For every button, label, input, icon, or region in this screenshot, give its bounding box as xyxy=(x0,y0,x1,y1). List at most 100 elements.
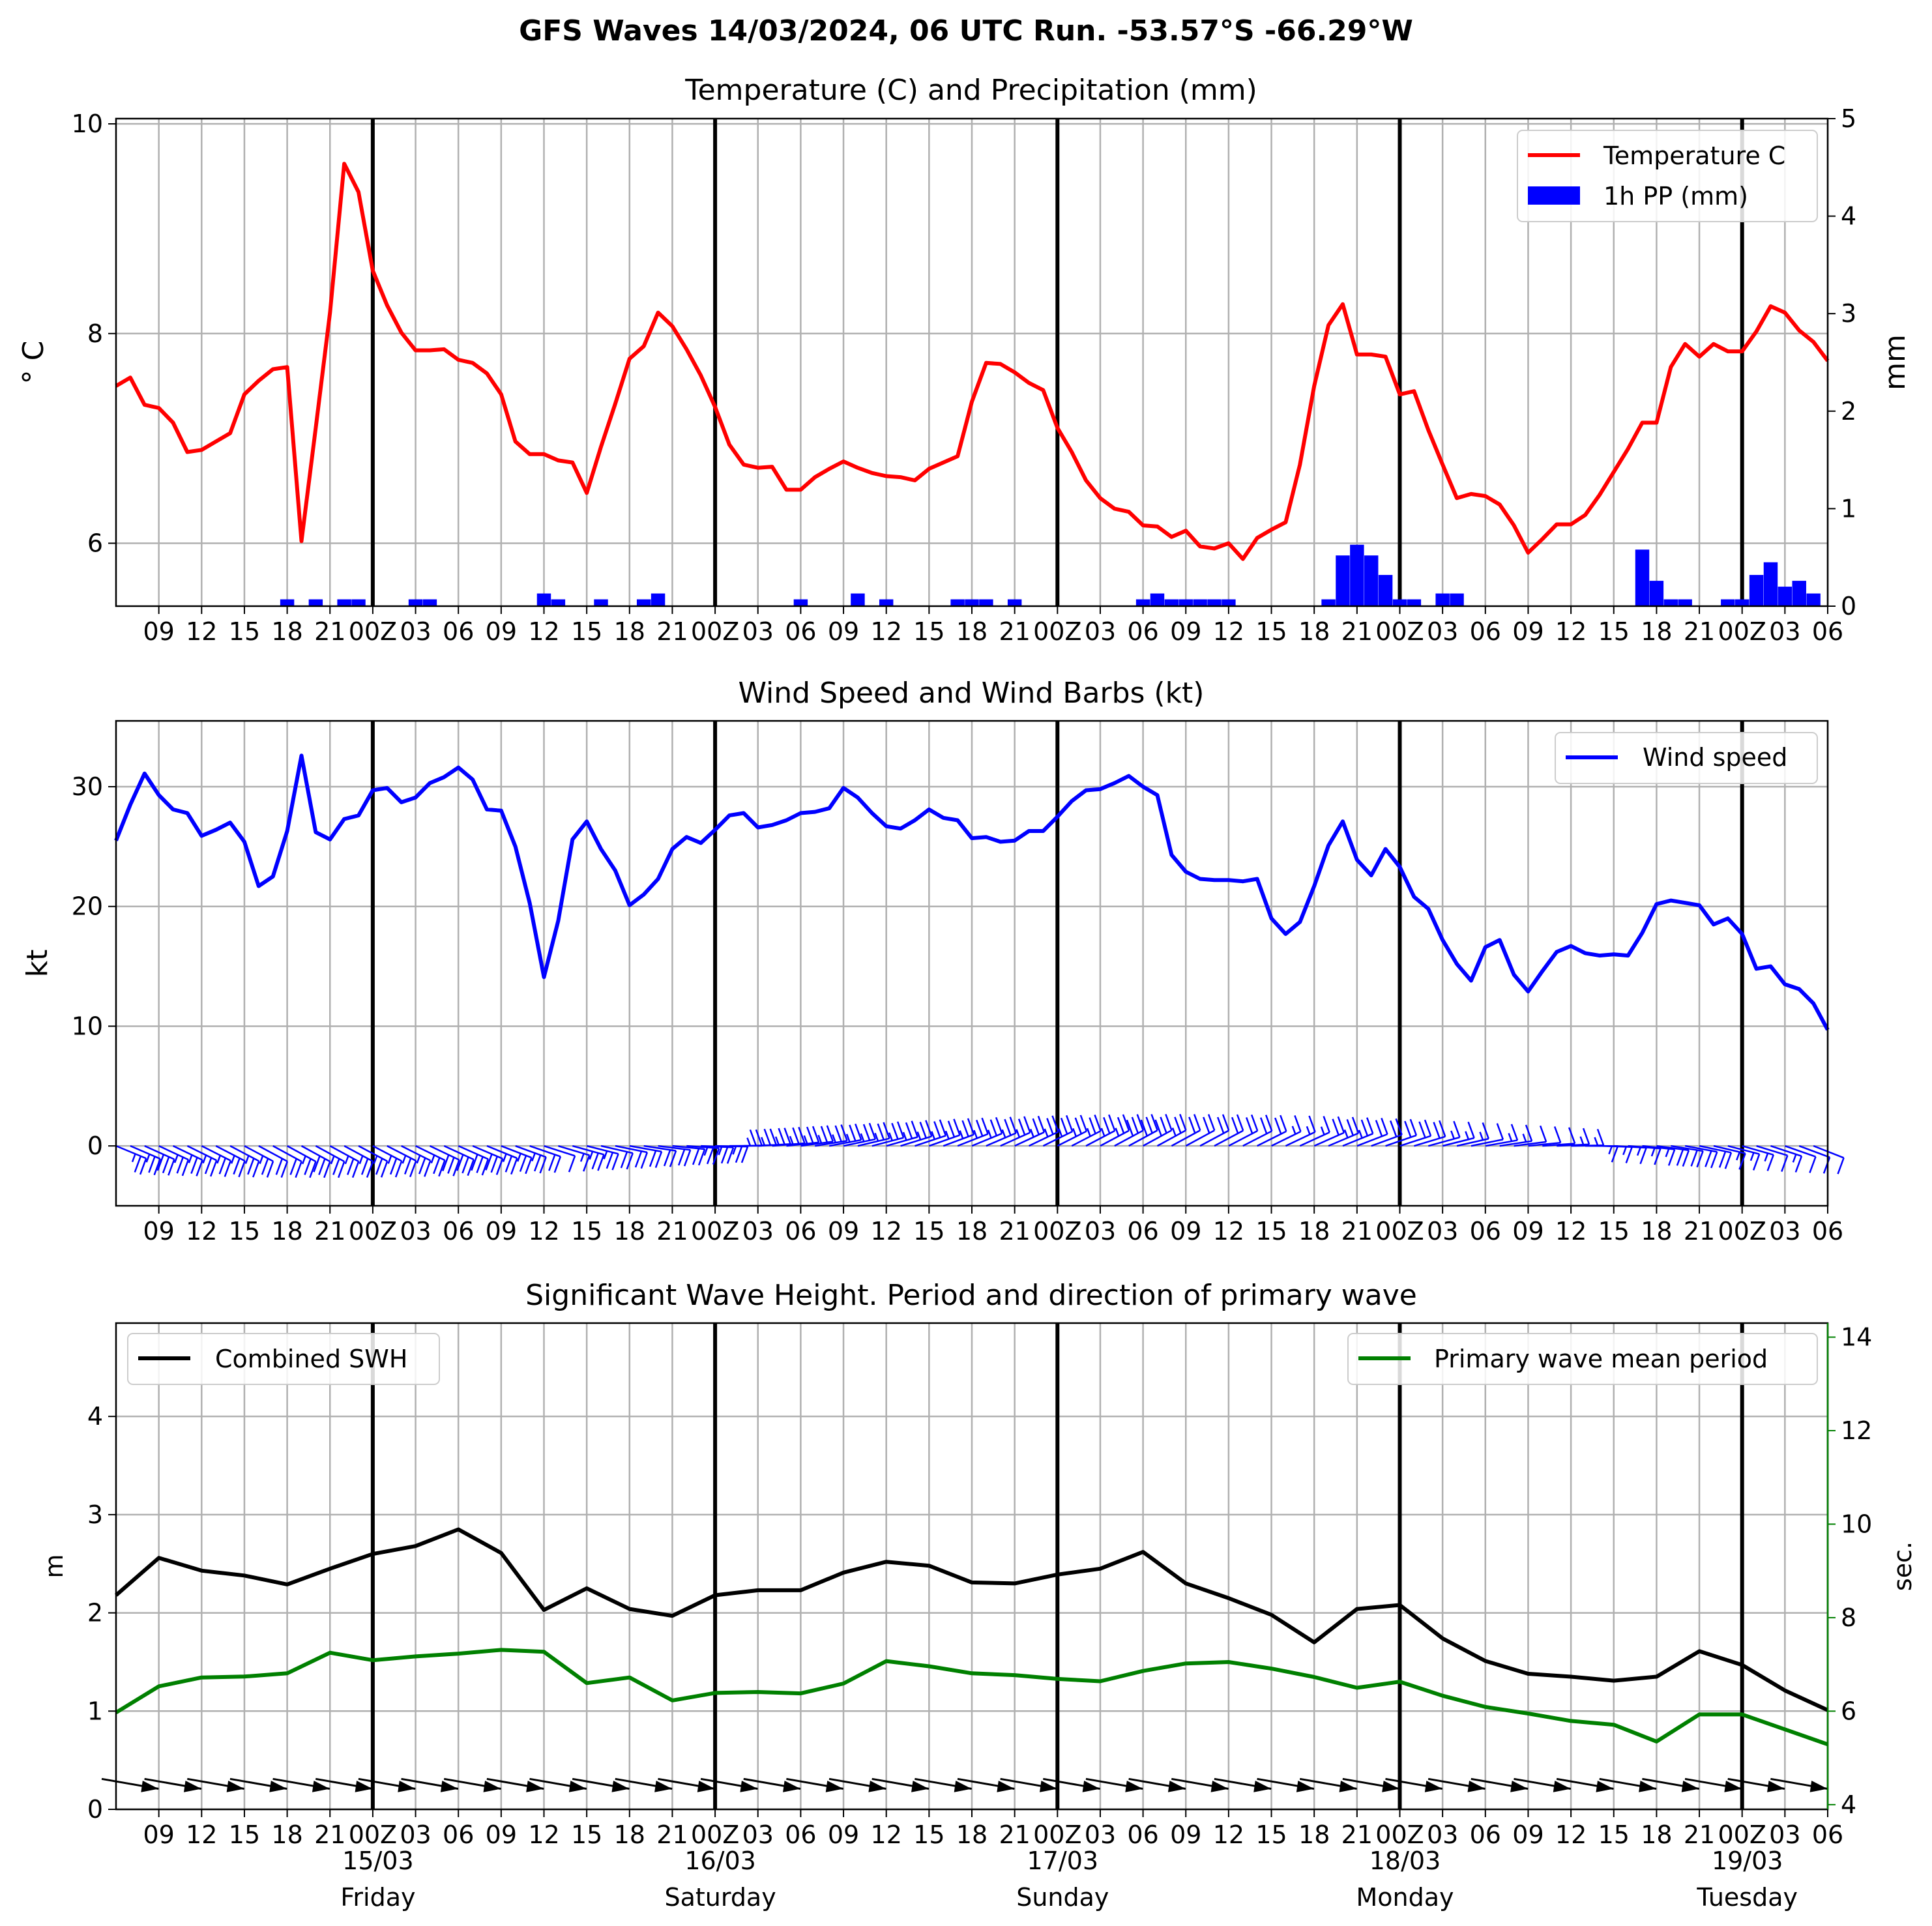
precip-bar xyxy=(1321,599,1336,606)
wind-barb-flag xyxy=(778,1128,785,1145)
wind-barb-flag xyxy=(1639,1147,1647,1165)
wind-barb-flag xyxy=(1037,1115,1046,1133)
wind-barb-flag xyxy=(1094,1115,1102,1131)
x-tick-label: 03 xyxy=(742,1217,774,1246)
y-tick-label: 0 xyxy=(87,1795,103,1824)
x-tick-label: 00Z xyxy=(1718,617,1766,646)
x-tick-label: 06 xyxy=(785,617,816,646)
wind-barb-flag xyxy=(783,1128,791,1145)
precip-bar xyxy=(1763,562,1778,606)
precip-bar xyxy=(793,599,808,606)
wind-barb-flag xyxy=(433,1157,441,1175)
precip-bar xyxy=(1407,599,1422,606)
x-tick-label: 12 xyxy=(1555,1820,1587,1849)
wind-barb-flag xyxy=(1482,1122,1489,1139)
wind-barb-flag xyxy=(891,1122,899,1140)
wind-barb-flag xyxy=(1103,1116,1111,1134)
wind-y-label: kt xyxy=(21,950,54,978)
x-tick-label: 06 xyxy=(1812,617,1843,646)
wind-barb-flag xyxy=(380,1161,388,1178)
x-tick-label: 15 xyxy=(1255,1217,1287,1246)
day-name-label: Saturday xyxy=(664,1883,776,1912)
wave-direction-arrow-head xyxy=(1210,1780,1229,1792)
wave-direction-arrow-head xyxy=(1253,1780,1272,1792)
wind-barb-flag xyxy=(495,1158,504,1175)
x-tick-label: 06 xyxy=(1470,617,1501,646)
wind-barb-flag xyxy=(145,1154,151,1163)
wind-barb-flag xyxy=(359,1155,364,1165)
wind-barb-flag xyxy=(275,1158,284,1175)
wind-barb-flag xyxy=(1764,1152,1769,1162)
x-tick-label: 15 xyxy=(229,617,260,646)
x-tick-label: 03 xyxy=(1769,617,1800,646)
day-date-label: 17/03 xyxy=(1027,1846,1099,1875)
wind-barb-flag xyxy=(579,1153,585,1162)
temperature-panel-title: Temperature (C) and Precipitation (mm) xyxy=(684,74,1257,107)
wave-direction-arrow-head xyxy=(954,1780,972,1792)
wind-barb-flag xyxy=(168,1159,175,1176)
wind-barb-flag xyxy=(375,1158,383,1175)
wind-barb-flag xyxy=(525,1157,533,1175)
wind-barb-flag xyxy=(318,1158,326,1175)
wind-barb-flag xyxy=(134,1156,142,1173)
wind-barb-flag xyxy=(1150,1114,1158,1131)
wave-direction-arrow-head xyxy=(398,1780,416,1792)
wind-barb-shaft xyxy=(915,1135,946,1147)
wind-barb-shaft xyxy=(515,1145,547,1158)
x-tick-label: 21 xyxy=(1684,617,1715,646)
x-tick-label: 09 xyxy=(486,1217,517,1246)
precip-bar xyxy=(1721,599,1735,606)
x-tick-label: 06 xyxy=(1127,1820,1158,1849)
day-name-label: Monday xyxy=(1356,1883,1454,1912)
wave-direction-arrow-head xyxy=(654,1780,673,1792)
y-tick-label: 10 xyxy=(72,1012,103,1040)
wind-barb-shaft xyxy=(529,1145,561,1158)
x-tick-label: 00Z xyxy=(1375,617,1424,646)
wind-barb-flag xyxy=(280,1161,289,1178)
wind-barb-flag xyxy=(1060,1117,1068,1135)
wind-barb-flag xyxy=(981,1117,989,1135)
x-tick-label: 03 xyxy=(1427,1820,1458,1849)
wind-barb-flag xyxy=(323,1161,331,1178)
wind-barb-flag xyxy=(1710,1151,1718,1169)
precip-bar xyxy=(1164,599,1179,606)
x-tick-label: 03 xyxy=(400,1820,431,1849)
wind-barb-flag xyxy=(718,1146,723,1156)
wind-barb-flag xyxy=(1792,1154,1797,1163)
wind-barb-flag xyxy=(1165,1114,1173,1131)
x-tick-label: 09 xyxy=(1170,1217,1201,1246)
wind-barb-flag xyxy=(244,1155,250,1164)
x-tick-label: 06 xyxy=(443,1820,474,1849)
x-tick-label: 12 xyxy=(871,1820,902,1849)
wind-barb-flag xyxy=(1738,1153,1746,1170)
precip-bar xyxy=(965,599,979,606)
day-date-label: 16/03 xyxy=(684,1846,756,1875)
wind-barb-flag xyxy=(1280,1115,1287,1132)
wind-barb-flag xyxy=(1724,1152,1733,1169)
wave-direction-arrow-head xyxy=(1167,1780,1186,1792)
wind-barb-shaft xyxy=(600,1145,634,1154)
temperature-panel-day-lines xyxy=(370,119,1744,606)
wind-barb-shaft xyxy=(1414,1135,1446,1147)
precip-bar xyxy=(351,599,366,606)
x-tick-label: 06 xyxy=(1127,1217,1158,1246)
wind-barb-flag xyxy=(746,1137,752,1146)
wind-barb-flag xyxy=(1009,1116,1017,1133)
wind-barb-flag xyxy=(230,1155,235,1164)
wind-barb-flag xyxy=(519,1155,527,1173)
x-tick-label: 00Z xyxy=(1033,1820,1081,1849)
wind-barb-flag xyxy=(1665,1148,1670,1158)
y-tick-label: 3 xyxy=(1841,299,1856,328)
wave-direction-arrow-head xyxy=(1125,1780,1143,1792)
y-tick-label: 20 xyxy=(72,892,103,921)
x-tick-label: 09 xyxy=(143,617,174,646)
x-tick-label: 03 xyxy=(1085,1217,1116,1246)
wind-barb-shaft xyxy=(629,1145,662,1153)
day-labels: 15/03 Friday 16/03 Saturday 17/03 Sunday 18/03… xyxy=(340,1846,1798,1912)
wind-barb-flag xyxy=(905,1122,913,1139)
wind-barb-flag xyxy=(967,1118,975,1135)
wind-barb-flag xyxy=(692,1148,700,1165)
wind-barb-flag xyxy=(1231,1116,1239,1134)
wind-barb-flag xyxy=(452,1160,460,1176)
wind-barb-flag xyxy=(806,1126,814,1144)
